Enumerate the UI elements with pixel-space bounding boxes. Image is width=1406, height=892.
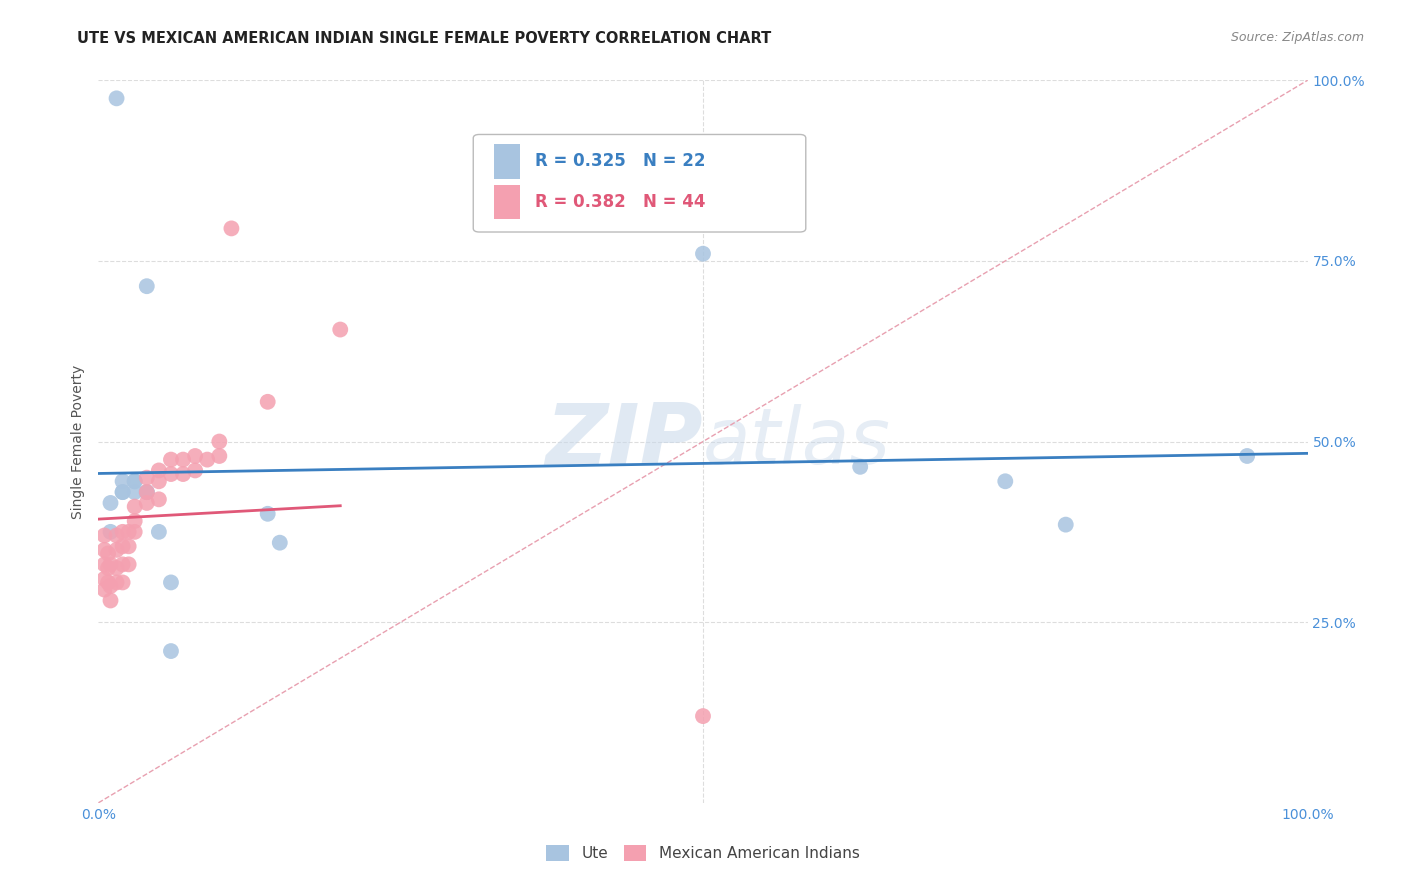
Point: [221, 221, 243, 235]
Point: [105, 528, 128, 542]
Text: R = 0.325   N = 22: R = 0.325 N = 22: [534, 153, 706, 170]
Point: [111, 539, 134, 553]
Point: [135, 470, 157, 484]
Point: [849, 459, 872, 474]
Point: [93, 572, 115, 586]
Point: [1236, 449, 1258, 463]
Point: [135, 485, 157, 500]
Point: [93, 528, 115, 542]
Point: [692, 246, 714, 260]
Point: [160, 452, 183, 467]
Point: [256, 394, 278, 409]
Point: [97, 547, 120, 561]
Point: [148, 524, 170, 539]
Text: ZIP: ZIP: [546, 400, 703, 483]
Text: R = 0.382   N = 44: R = 0.382 N = 44: [534, 193, 706, 211]
Point: [692, 709, 714, 723]
FancyBboxPatch shape: [474, 135, 806, 232]
Point: [124, 485, 146, 500]
Point: [172, 467, 194, 481]
FancyBboxPatch shape: [494, 144, 520, 178]
Point: [160, 644, 183, 658]
Point: [184, 463, 207, 477]
Point: [269, 535, 291, 549]
Text: UTE VS MEXICAN AMERICAN INDIAN SINGLE FEMALE POVERTY CORRELATION CHART: UTE VS MEXICAN AMERICAN INDIAN SINGLE FE…: [77, 31, 772, 46]
Point: [135, 496, 157, 510]
Point: [256, 507, 278, 521]
Point: [111, 485, 134, 500]
Point: [208, 449, 231, 463]
Point: [97, 575, 120, 590]
Point: [124, 475, 146, 489]
Point: [111, 524, 134, 539]
Point: [124, 475, 146, 489]
Point: [93, 582, 115, 597]
Point: [97, 561, 120, 575]
Point: [124, 524, 146, 539]
Point: [118, 524, 141, 539]
Point: [111, 475, 134, 489]
Point: [105, 542, 128, 557]
Text: atlas: atlas: [703, 403, 891, 480]
Point: [208, 434, 231, 449]
Point: [111, 575, 134, 590]
Text: Source: ZipAtlas.com: Source: ZipAtlas.com: [1230, 31, 1364, 45]
Point: [135, 485, 157, 500]
Point: [111, 558, 134, 572]
Point: [124, 514, 146, 528]
Point: [105, 575, 128, 590]
Point: [124, 500, 146, 514]
Point: [994, 475, 1017, 489]
Point: [100, 593, 122, 607]
FancyBboxPatch shape: [494, 185, 520, 219]
Point: [111, 485, 134, 500]
Point: [100, 558, 122, 572]
Point: [172, 452, 194, 467]
Point: [100, 524, 122, 539]
Legend: Ute, Mexican American Indians: Ute, Mexican American Indians: [540, 839, 866, 867]
Point: [329, 322, 352, 336]
Point: [1054, 517, 1077, 532]
Point: [148, 492, 170, 507]
Point: [100, 579, 122, 593]
Point: [93, 542, 115, 557]
Point: [195, 452, 218, 467]
Point: [160, 467, 183, 481]
Point: [160, 575, 183, 590]
Point: [105, 561, 128, 575]
Point: [148, 475, 170, 489]
Point: [93, 558, 115, 572]
Point: [135, 279, 157, 293]
Y-axis label: Single Female Poverty: Single Female Poverty: [72, 365, 86, 518]
Point: [184, 449, 207, 463]
Point: [118, 558, 141, 572]
Point: [118, 539, 141, 553]
Point: [148, 463, 170, 477]
Point: [100, 496, 122, 510]
Point: [135, 485, 157, 500]
Point: [105, 91, 128, 105]
